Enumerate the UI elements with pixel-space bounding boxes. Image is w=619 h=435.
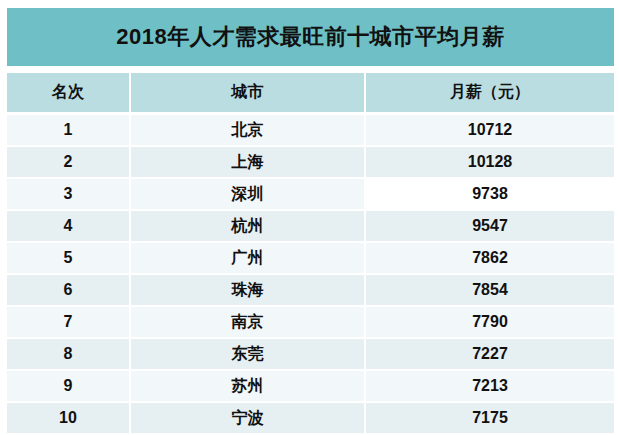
rank-cell: 2 — [7, 147, 129, 177]
city-cell: 北京 — [131, 115, 364, 145]
salary-cell: 10712 — [366, 115, 614, 145]
city-cell: 广州 — [131, 243, 364, 273]
rank-cell: 9 — [7, 371, 129, 401]
header-salary: 月薪（元） — [366, 73, 614, 112]
rank-cell: 4 — [7, 211, 129, 241]
salary-cell: 7862 — [366, 243, 614, 273]
salary-cell: 9547 — [366, 211, 614, 241]
table-row: 3 深圳 9738 — [7, 179, 614, 209]
salary-cell: 9738 — [366, 179, 614, 209]
table-row: 2 上海 10128 — [7, 147, 614, 177]
city-cell: 上海 — [131, 147, 364, 177]
table-row: 4 杭州 9547 — [7, 211, 614, 241]
table-row: 6 珠海 7854 — [7, 275, 614, 305]
page: 2018年人才需求最旺前十城市平均月薪 名次 城市 月薪（元） 1 北京 107… — [0, 0, 619, 435]
header-city: 城市 — [131, 73, 364, 112]
rank-cell: 6 — [7, 275, 129, 305]
city-cell: 珠海 — [131, 275, 364, 305]
city-cell: 杭州 — [131, 211, 364, 241]
rank-cell: 10 — [7, 403, 129, 433]
salary-cell: 7227 — [366, 339, 614, 369]
table-row: 1 北京 10712 — [7, 115, 614, 145]
table-body: 1 北京 10712 2 上海 10128 3 深圳 9738 4 杭州 954… — [7, 115, 614, 433]
rank-cell: 3 — [7, 179, 129, 209]
city-cell: 苏州 — [131, 371, 364, 401]
salary-table: 2018年人才需求最旺前十城市平均月薪 名次 城市 月薪（元） 1 北京 107… — [7, 8, 614, 435]
rank-cell: 1 — [7, 115, 129, 145]
table-title-banner: 2018年人才需求最旺前十城市平均月薪 — [7, 8, 614, 66]
salary-cell: 7790 — [366, 307, 614, 337]
table-title: 2018年人才需求最旺前十城市平均月薪 — [116, 22, 504, 52]
table-row: 9 苏州 7213 — [7, 371, 614, 401]
rank-cell: 8 — [7, 339, 129, 369]
table-row: 8 东莞 7227 — [7, 339, 614, 369]
salary-cell: 7213 — [366, 371, 614, 401]
city-cell: 南京 — [131, 307, 364, 337]
table-row: 10 宁波 7175 — [7, 403, 614, 433]
salary-cell: 10128 — [366, 147, 614, 177]
table-row: 7 南京 7790 — [7, 307, 614, 337]
table-header-row: 名次 城市 月薪（元） — [7, 73, 614, 112]
rank-cell: 5 — [7, 243, 129, 273]
salary-cell: 7854 — [366, 275, 614, 305]
city-cell: 东莞 — [131, 339, 364, 369]
city-cell: 深圳 — [131, 179, 364, 209]
table-row: 5 广州 7862 — [7, 243, 614, 273]
city-cell: 宁波 — [131, 403, 364, 433]
salary-cell: 7175 — [366, 403, 614, 433]
rank-cell: 7 — [7, 307, 129, 337]
header-rank: 名次 — [7, 73, 129, 112]
